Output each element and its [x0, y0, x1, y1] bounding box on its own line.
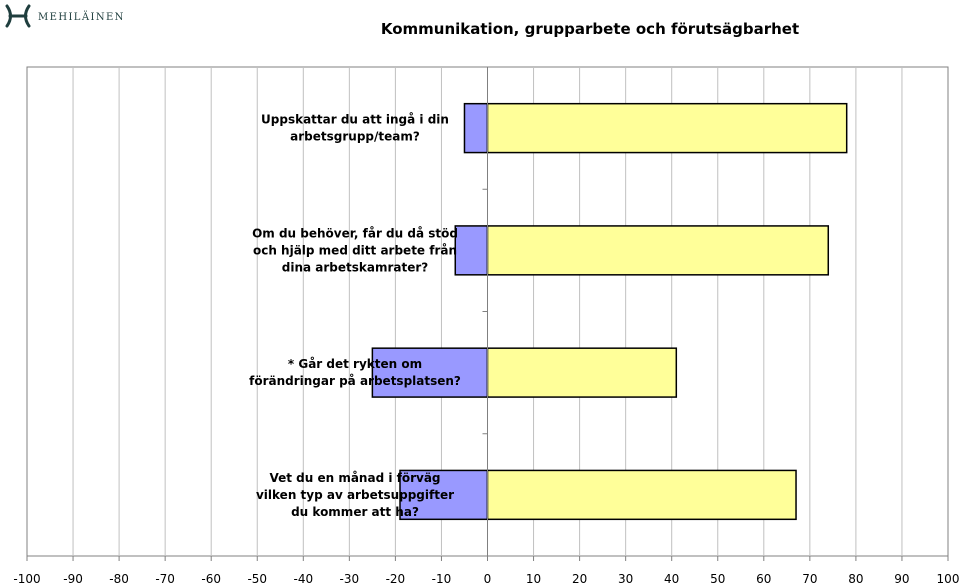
- category-label-line: vilken typ av arbetsuppgifter: [256, 488, 454, 502]
- bar-series-2-4: [486, 469, 797, 521]
- mehilainen-logo: MEHILÄINEN: [5, 4, 124, 28]
- category-label-line: dina arbetskamrater?: [282, 260, 429, 274]
- x-tick-label: 20: [572, 572, 587, 584]
- category-label-line: * Går det rykten om: [288, 357, 422, 371]
- category-label-line: Uppskattar du att ingå i din: [261, 113, 449, 127]
- tick-labels: -100 -90 -80 -70 -60 -50 -40 -30 -20 -10 0 10 20 30 40…: [13, 572, 959, 584]
- bar-series-1-2: [454, 225, 489, 276]
- x-tick-label: -90: [63, 572, 83, 584]
- category-labels: Uppskattar du att ingå i din arbetsgrupp/…: [249, 113, 461, 519]
- category-label-line: förändringar på arbetsplatsen?: [249, 374, 461, 388]
- x-tick-label: -10: [432, 572, 452, 584]
- chart-title: Kommunikation, grupparbete och förutsägb…: [380, 20, 800, 38]
- logo-mark-icon: [5, 4, 31, 28]
- x-tick-label: 10: [526, 572, 541, 584]
- x-tick-label: 30: [618, 572, 633, 584]
- x-tick-label: 0: [484, 572, 492, 584]
- logo-wordmark: MEHILÄINEN: [38, 11, 124, 23]
- bar-series-1-3: [371, 347, 489, 398]
- bar-series-2-3: [486, 347, 678, 398]
- category-label-line: du kommer att ha?: [291, 505, 419, 519]
- x-tick-label: -30: [340, 572, 360, 584]
- category-label: Uppskattar du att ingå i din arbetsgrupp/…: [261, 113, 449, 144]
- category-label-line: Om du behöver, får du då stöd: [252, 226, 458, 240]
- x-tick-label: 70: [802, 572, 817, 584]
- bars: [371, 102, 848, 521]
- category-label: Vet du en månad i förväg vilken typ av ar…: [256, 471, 454, 519]
- category-label: * Går det rykten om förändringar på arbet…: [249, 357, 461, 388]
- x-tick-label: -60: [201, 572, 221, 584]
- category-label: Om du behöver, får du då stöd och hjälp m…: [252, 226, 458, 274]
- bar-series-2-1: [486, 102, 848, 154]
- x-tick-label: 80: [848, 572, 863, 584]
- x-tick-label: 50: [710, 572, 725, 584]
- category-label-line: Vet du en månad i förväg: [269, 471, 440, 485]
- x-tick-label: -100: [13, 572, 40, 584]
- x-tick-label: -80: [109, 572, 129, 584]
- category-label-line: och hjälp med ditt arbete från: [253, 243, 457, 257]
- x-tick-label: 40: [664, 572, 679, 584]
- axes: [26, 67, 949, 561]
- x-tick-label: -20: [386, 572, 406, 584]
- x-tick-label: 90: [894, 572, 909, 584]
- bar-series-1-1: [463, 102, 489, 154]
- x-tick-label: -50: [247, 572, 267, 584]
- x-tick-label: -40: [293, 572, 313, 584]
- bar-series-2-2: [486, 225, 830, 276]
- category-label-line: arbetsgrupp/team?: [290, 130, 420, 144]
- bar-series-1-4: [399, 469, 489, 521]
- x-tick-label: -70: [155, 572, 175, 584]
- x-tick-label: 100: [937, 572, 960, 584]
- x-tick-label: 60: [756, 572, 771, 584]
